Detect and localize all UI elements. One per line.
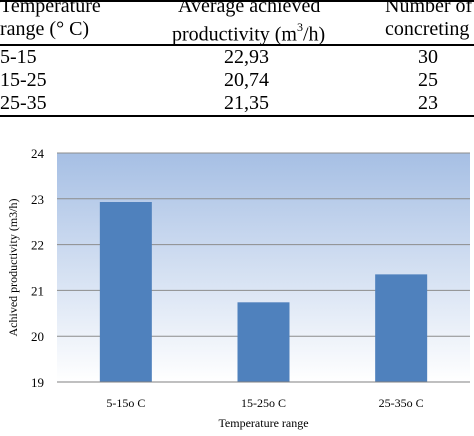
row-1-range: 5-15 bbox=[0, 46, 37, 68]
header-count-line1: Number of bbox=[385, 0, 473, 17]
bar-2 bbox=[237, 302, 290, 382]
row-1-count: 30 bbox=[418, 46, 438, 68]
header-temperature-line1: Temperature bbox=[0, 0, 101, 17]
y-tick-label: 19 bbox=[31, 375, 44, 390]
chart-svg: 19 20 21 22 23 24 5-15o C 15-25o C 25-35o C Ach… bbox=[6, 146, 470, 430]
header-productivity-line2: productivity (m3/h) bbox=[172, 20, 326, 46]
x-axis-label: Temperature range bbox=[218, 416, 308, 430]
row-2-productivity: 20,74 bbox=[224, 69, 269, 91]
x-tick-labels: 5-15o C 15-25o C 25-35o C bbox=[106, 396, 423, 410]
x-tick-label: 5-15o C bbox=[106, 396, 145, 410]
bar-3 bbox=[375, 274, 428, 382]
y-tick-label: 24 bbox=[31, 146, 45, 161]
bar-1 bbox=[99, 202, 152, 382]
row-1-productivity: 22,93 bbox=[224, 46, 269, 68]
x-tick-label: 15-25o C bbox=[241, 396, 286, 410]
productivity-bar-chart: 19 20 21 22 23 24 5-15o C 15-25o C 25-35o C Ach… bbox=[0, 140, 474, 431]
header-temperature-line2: range (° C) bbox=[0, 18, 90, 40]
row-3-count: 23 bbox=[418, 92, 438, 114]
y-tick-label: 21 bbox=[31, 283, 44, 298]
y-tick-label: 23 bbox=[31, 192, 44, 207]
row-2-range: 15-25 bbox=[0, 69, 47, 91]
table-header-rule bbox=[0, 44, 474, 46]
y-tick-label: 20 bbox=[31, 329, 44, 344]
header-productivity-line1: Average achieved bbox=[178, 0, 321, 17]
table-bottom-rule bbox=[0, 115, 474, 117]
y-tick-labels: 19 20 21 22 23 24 bbox=[31, 146, 45, 390]
row-3-range: 25-35 bbox=[0, 92, 47, 114]
row-2-count: 25 bbox=[418, 69, 438, 91]
y-tick-label: 22 bbox=[31, 238, 44, 253]
header-count-line2: concreting bbox=[385, 18, 470, 40]
productivity-table: Temperature range (° C) Average achieved… bbox=[0, 0, 474, 135]
table-top-rule bbox=[0, 0, 474, 2]
bars bbox=[99, 202, 428, 382]
y-axis-label: Achived productivity (m3/h) bbox=[6, 199, 20, 337]
x-tick-label: 25-35o C bbox=[379, 396, 424, 410]
row-3-productivity: 21,35 bbox=[224, 92, 269, 114]
